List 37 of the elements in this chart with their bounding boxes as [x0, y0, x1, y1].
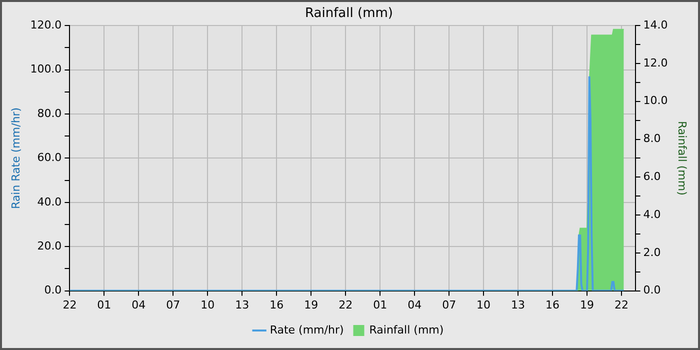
- y2-tick-label: 4.0: [643, 208, 661, 221]
- x-tick-label: 19: [580, 298, 594, 312]
- legend-label: Rainfall (mm): [369, 323, 444, 336]
- x-tick-label: 22: [62, 298, 77, 312]
- y-tick-label: 60.0: [37, 151, 62, 164]
- x-tick-label: 01: [373, 298, 388, 312]
- y-tick-label: 80.0: [37, 106, 62, 120]
- y-tick-label: 40.0: [37, 195, 62, 208]
- y-axis-title: Rain Rate (mm/hr): [9, 107, 22, 210]
- y2-tick-label: 14.0: [643, 18, 668, 32]
- chart-title: Rainfall (mm): [305, 6, 393, 22]
- y2-tick-label: 8.0: [643, 132, 661, 146]
- y-tick-label: 100.0: [30, 62, 62, 76]
- x-tick-label: 22: [614, 298, 629, 312]
- x-tick-label: 19: [304, 298, 318, 312]
- y-tick-label: 0.0: [44, 284, 62, 297]
- y2-tick-label: 10.0: [643, 94, 668, 108]
- x-tick-label: 04: [408, 298, 422, 312]
- x-tick-label: 22: [338, 298, 353, 312]
- y2-axis-title: Rainfall (mm): [676, 120, 689, 196]
- x-tick-label: 10: [200, 298, 215, 312]
- x-tick-label: 01: [97, 298, 112, 312]
- x-tick-label: 10: [476, 298, 491, 312]
- x-tick-label: 07: [166, 298, 180, 312]
- x-tick-label: 13: [511, 298, 526, 312]
- x-tick-label: 04: [132, 298, 146, 312]
- y-tick-label: 20.0: [37, 239, 62, 252]
- x-tick-label: 07: [442, 298, 456, 312]
- x-tick-label: 16: [270, 298, 284, 312]
- x-tick-label: 13: [235, 298, 250, 312]
- y2-tick-label: 2.0: [643, 246, 661, 259]
- y2-tick-label: 0.0: [643, 284, 661, 297]
- x-tick-label: 16: [546, 298, 560, 312]
- legend-label: Rate (mm/hr): [270, 323, 344, 336]
- y2-tick-label: 12.0: [643, 56, 668, 70]
- y-tick-label: 120.0: [30, 18, 62, 32]
- y2-tick-label: 6.0: [643, 170, 661, 183]
